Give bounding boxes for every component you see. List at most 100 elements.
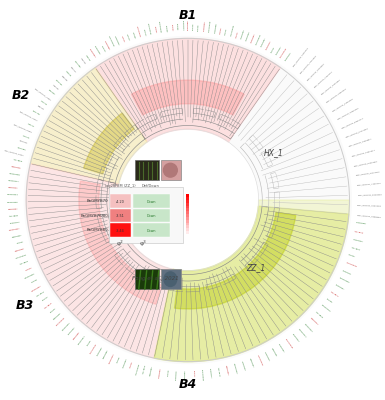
Text: AtMYB53: AtMYB53 [315,311,324,318]
Text: AtMYB17: AtMYB17 [330,291,339,298]
Text: GmMYB61: GmMYB61 [9,228,21,231]
Text: -3.51: -3.51 [116,214,125,218]
Text: whol_GLEAN_8891071: whol_GLEAN_8891071 [341,117,364,129]
Text: OsMYB24: OsMYB24 [310,317,318,325]
Text: BnMYB12: BnMYB12 [266,40,272,50]
Text: Down: Down [147,200,156,204]
Text: BnGMYB87: BnGMYB87 [15,254,27,259]
Text: AtMYB29: AtMYB29 [44,302,53,309]
Text: OsMYB90: OsMYB90 [184,370,186,380]
Text: BnG55: BnG55 [87,339,92,346]
Text: BnMYB57: BnMYB57 [335,284,344,290]
Text: whol_GLEAN_8503465: whol_GLEAN_8503465 [357,194,382,196]
FancyBboxPatch shape [132,223,170,237]
Text: OsMYB97: OsMYB97 [8,208,18,210]
Text: Gm9680: Gm9680 [17,146,26,150]
Text: BnGMYB60: BnGMYB60 [90,343,97,354]
Text: BnG77: BnG77 [193,370,194,377]
Text: BnMYB86: BnMYB86 [104,40,110,50]
Text: BnG27: BnG27 [121,36,124,43]
Text: GmMYB54: GmMYB54 [78,335,86,345]
Text: BnMYB75: BnMYB75 [176,369,177,380]
Text: whol_GLEAN_2415209: whol_GLEAN_2415209 [292,47,309,68]
Text: BnGMYB80: BnGMYB80 [86,228,108,232]
Text: GmMYB38: GmMYB38 [338,277,349,283]
Text: BnGMYB82: BnGMYB82 [158,20,161,33]
Text: BnMYB25: BnMYB25 [94,46,100,55]
Text: BnGMYB41: BnGMYB41 [345,262,357,268]
Text: OsMYB95: OsMYB95 [73,331,81,340]
Text: BnMYB70: BnMYB70 [9,222,20,224]
Text: BnMYB24: BnMYB24 [291,334,299,342]
Wedge shape [132,80,244,115]
Text: BnMYB14: BnMYB14 [181,20,183,30]
Text: BnG97: BnG97 [170,24,172,31]
Text: AT3581: AT3581 [85,54,91,61]
Text: BnMYB40: BnMYB40 [353,238,363,242]
Text: whol_GLEAN_2462921: whol_GLEAN_2462921 [352,149,376,157]
Text: BnMYB39: BnMYB39 [246,31,251,41]
Text: -3.44: -3.44 [116,228,125,232]
FancyBboxPatch shape [186,219,189,222]
Text: B2: B2 [12,89,30,102]
Text: BnGMYB70: BnGMYB70 [86,199,108,203]
Text: BnGMYB18: BnGMYB18 [285,338,293,349]
Text: whol_GLEAN_8393: whol_GLEAN_8393 [13,123,33,133]
Text: OsMYB56: OsMYB56 [15,248,25,252]
Text: BnG64: BnG64 [130,360,134,368]
Text: whol_GLEAN_2099132: whol_GLEAN_2099132 [314,70,334,88]
Text: BnG46: BnG46 [16,242,23,244]
FancyBboxPatch shape [186,222,189,225]
Text: ZZ_1: ZZ_1 [246,263,265,272]
Text: Gm9751: Gm9751 [55,79,63,86]
Text: B4: B4 [179,378,197,391]
Text: GmMYB14: GmMYB14 [298,328,306,338]
Text: BnG86: BnG86 [131,32,135,39]
Text: log2FPKM (ZZ_1): log2FPKM (ZZ_1) [105,184,136,188]
Text: BnG45: BnG45 [31,279,38,284]
Text: BnMYB79: BnMYB79 [285,52,291,61]
Text: -4.20: -4.20 [116,200,125,204]
Text: BnMYB33: BnMYB33 [204,21,206,31]
Wedge shape [154,200,350,362]
Text: GmMYB20: GmMYB20 [109,353,115,364]
Text: BnG75: BnG75 [167,368,169,376]
Wedge shape [95,38,281,142]
Text: BnMYB29: BnMYB29 [264,351,270,361]
Text: BnG26: BnG26 [198,23,200,31]
Text: BnGMYB90: BnGMYB90 [108,36,114,48]
Text: BnGMYB89: BnGMYB89 [136,362,140,374]
FancyBboxPatch shape [110,194,131,208]
Text: Os5411: Os5411 [37,106,44,111]
Text: φ²: φ² [117,240,124,246]
Text: BnG70: BnG70 [142,29,145,36]
Text: BnGMYB76/80: BnGMYB76/80 [80,214,108,218]
Ellipse shape [164,272,177,286]
FancyBboxPatch shape [186,202,189,206]
Text: GmMYB61: GmMYB61 [31,285,42,292]
Text: BnG73: BnG73 [42,296,49,301]
Text: OsMYB25: OsMYB25 [53,312,61,320]
Text: BnMYB93: BnMYB93 [122,358,127,368]
Text: GmMYB68: GmMYB68 [24,273,35,279]
Text: whol_GLEAN_7860: whol_GLEAN_7860 [33,87,51,101]
Text: BnG10: BnG10 [126,34,129,41]
FancyBboxPatch shape [186,214,189,217]
Text: AtMYB65: AtMYB65 [20,260,30,265]
Text: BnMYB90: BnMYB90 [241,29,245,39]
Text: GmMYB43: GmMYB43 [304,323,313,332]
Text: GmMYB77: GmMYB77 [8,180,19,182]
Text: BnMYB71: BnMYB71 [342,270,352,275]
FancyBboxPatch shape [135,160,159,180]
Text: BnMYB98: BnMYB98 [214,22,217,33]
FancyBboxPatch shape [186,231,189,234]
Text: BnGMYB34: BnGMYB34 [201,369,203,381]
Text: BnG73: BnG73 [100,46,105,52]
Text: Down: Down [147,214,156,218]
Text: OsMYB57: OsMYB57 [249,358,254,368]
Wedge shape [30,68,147,184]
Text: BnGMYB65: BnGMYB65 [209,20,212,32]
Text: BnG27: BnG27 [236,30,239,38]
Text: BnG11: BnG11 [271,46,275,52]
Text: AtMYB83: AtMYB83 [9,215,19,217]
